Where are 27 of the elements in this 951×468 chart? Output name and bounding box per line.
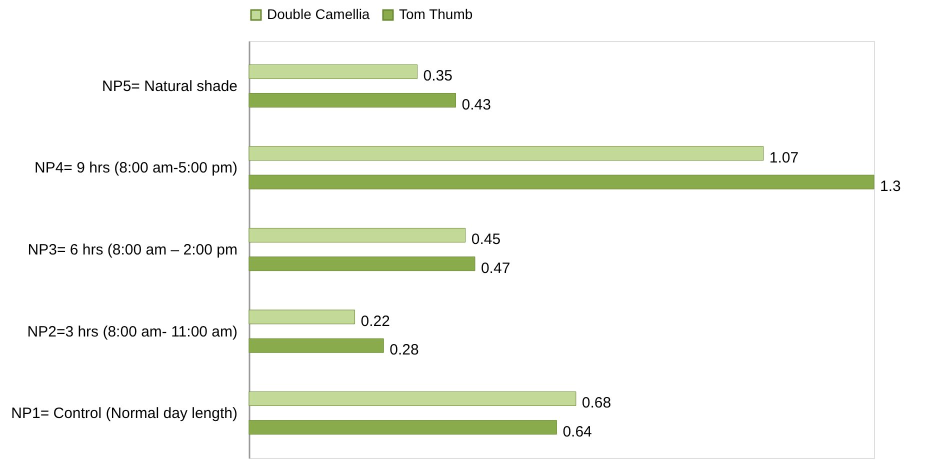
data-label: 0.47	[480, 260, 510, 277]
data-label: 0.45	[471, 231, 501, 248]
bar	[248, 146, 764, 161]
bar	[248, 338, 384, 353]
bar	[248, 228, 466, 242]
y-tick-label: NP1= Control (Normal day length)	[11, 405, 238, 422]
y-tick-label: NP2=3 hrs (8:00 am- 11:00 am)	[27, 323, 238, 340]
bar	[248, 64, 418, 79]
data-label: 0.68	[582, 394, 612, 412]
legend-label: Double Camellia	[267, 6, 370, 22]
data-label: 1.07	[769, 149, 799, 166]
data-label: 1.3	[880, 178, 901, 196]
bar	[248, 310, 356, 324]
bar	[248, 420, 557, 435]
y-tick-label: NP4= 9 hrs (8:00 am-5:00 pm)	[34, 160, 238, 177]
data-label: 0.64	[562, 423, 592, 440]
data-label: 0.35	[423, 68, 452, 85]
bar	[248, 256, 476, 272]
data-label: 0.28	[390, 342, 419, 359]
bar	[248, 391, 576, 406]
bar	[248, 174, 874, 190]
y-tick-label: NP5= Natural shade	[102, 78, 238, 95]
bar	[248, 93, 456, 108]
data-label: 0.43	[462, 96, 491, 114]
y-tick-label: NP3= 6 hrs (8:00 am – 2:00 pm	[28, 242, 238, 258]
data-label: 0.22	[360, 312, 390, 330]
legend-label: Tom Thumb	[399, 6, 473, 22]
